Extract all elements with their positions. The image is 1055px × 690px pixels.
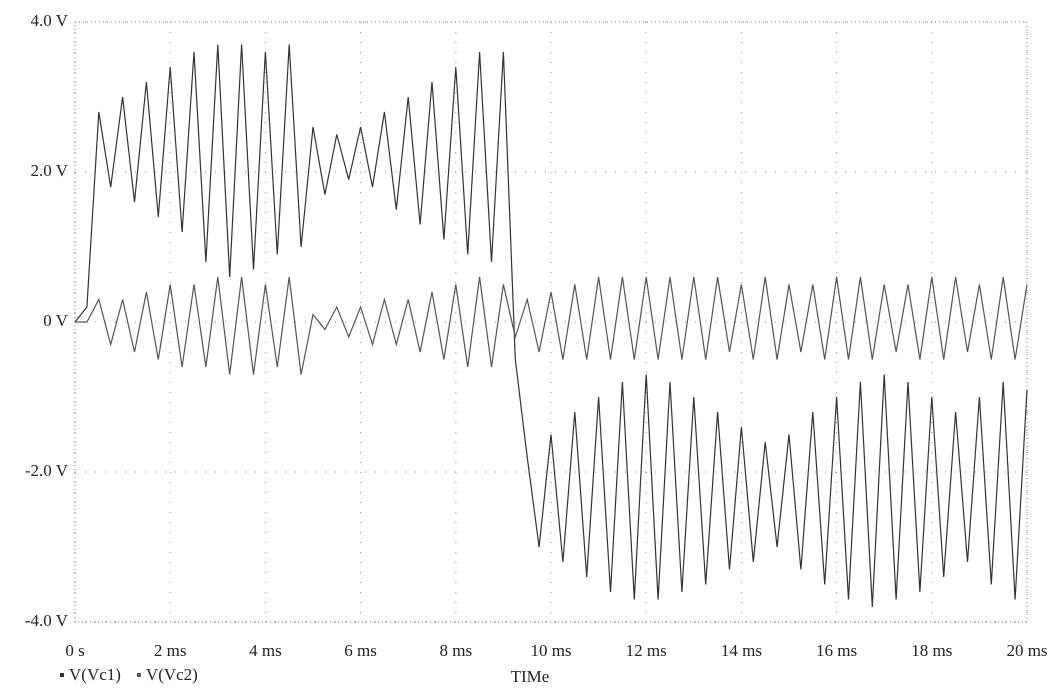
y-tick-label: 4.0 V [31,11,69,30]
legend-label: V(Vc1) [69,665,121,684]
x-tick-label: 16 ms [816,641,857,660]
x-tick-label: 2 ms [154,641,187,660]
x-axis-label: TIMe [511,667,550,686]
chart: TIMe -4.0 V -2.0 V 0 V 2.0 V 4.0 V 0 s 2 ms 4 m… [0,0,1055,690]
x-tick-label: 10 ms [530,641,571,660]
x-tick-label: 18 ms [911,641,952,660]
x-tick-label: 20 ms [1006,641,1047,660]
legend-marker [60,673,64,677]
x-tick-label: 6 ms [344,641,377,660]
x-tick-label: 14 ms [721,641,762,660]
x-tick-label: 0 s [65,641,84,660]
y-tick-label: 0 V [43,311,68,330]
x-tick-label: 4 ms [249,641,282,660]
y-tick-label: -4.0 V [25,611,69,630]
legend-marker [137,673,141,677]
y-tick-label: -2.0 V [25,461,69,480]
series-line [75,277,1027,375]
y-tick-label: 2.0 V [31,161,69,180]
x-tick-label: 12 ms [626,641,667,660]
x-tick-label: 8 ms [440,641,473,660]
page: TIMe -4.0 V -2.0 V 0 V 2.0 V 4.0 V 0 s 2 ms 4 m… [0,0,1055,690]
legend-label: V(Vc2) [146,665,198,684]
